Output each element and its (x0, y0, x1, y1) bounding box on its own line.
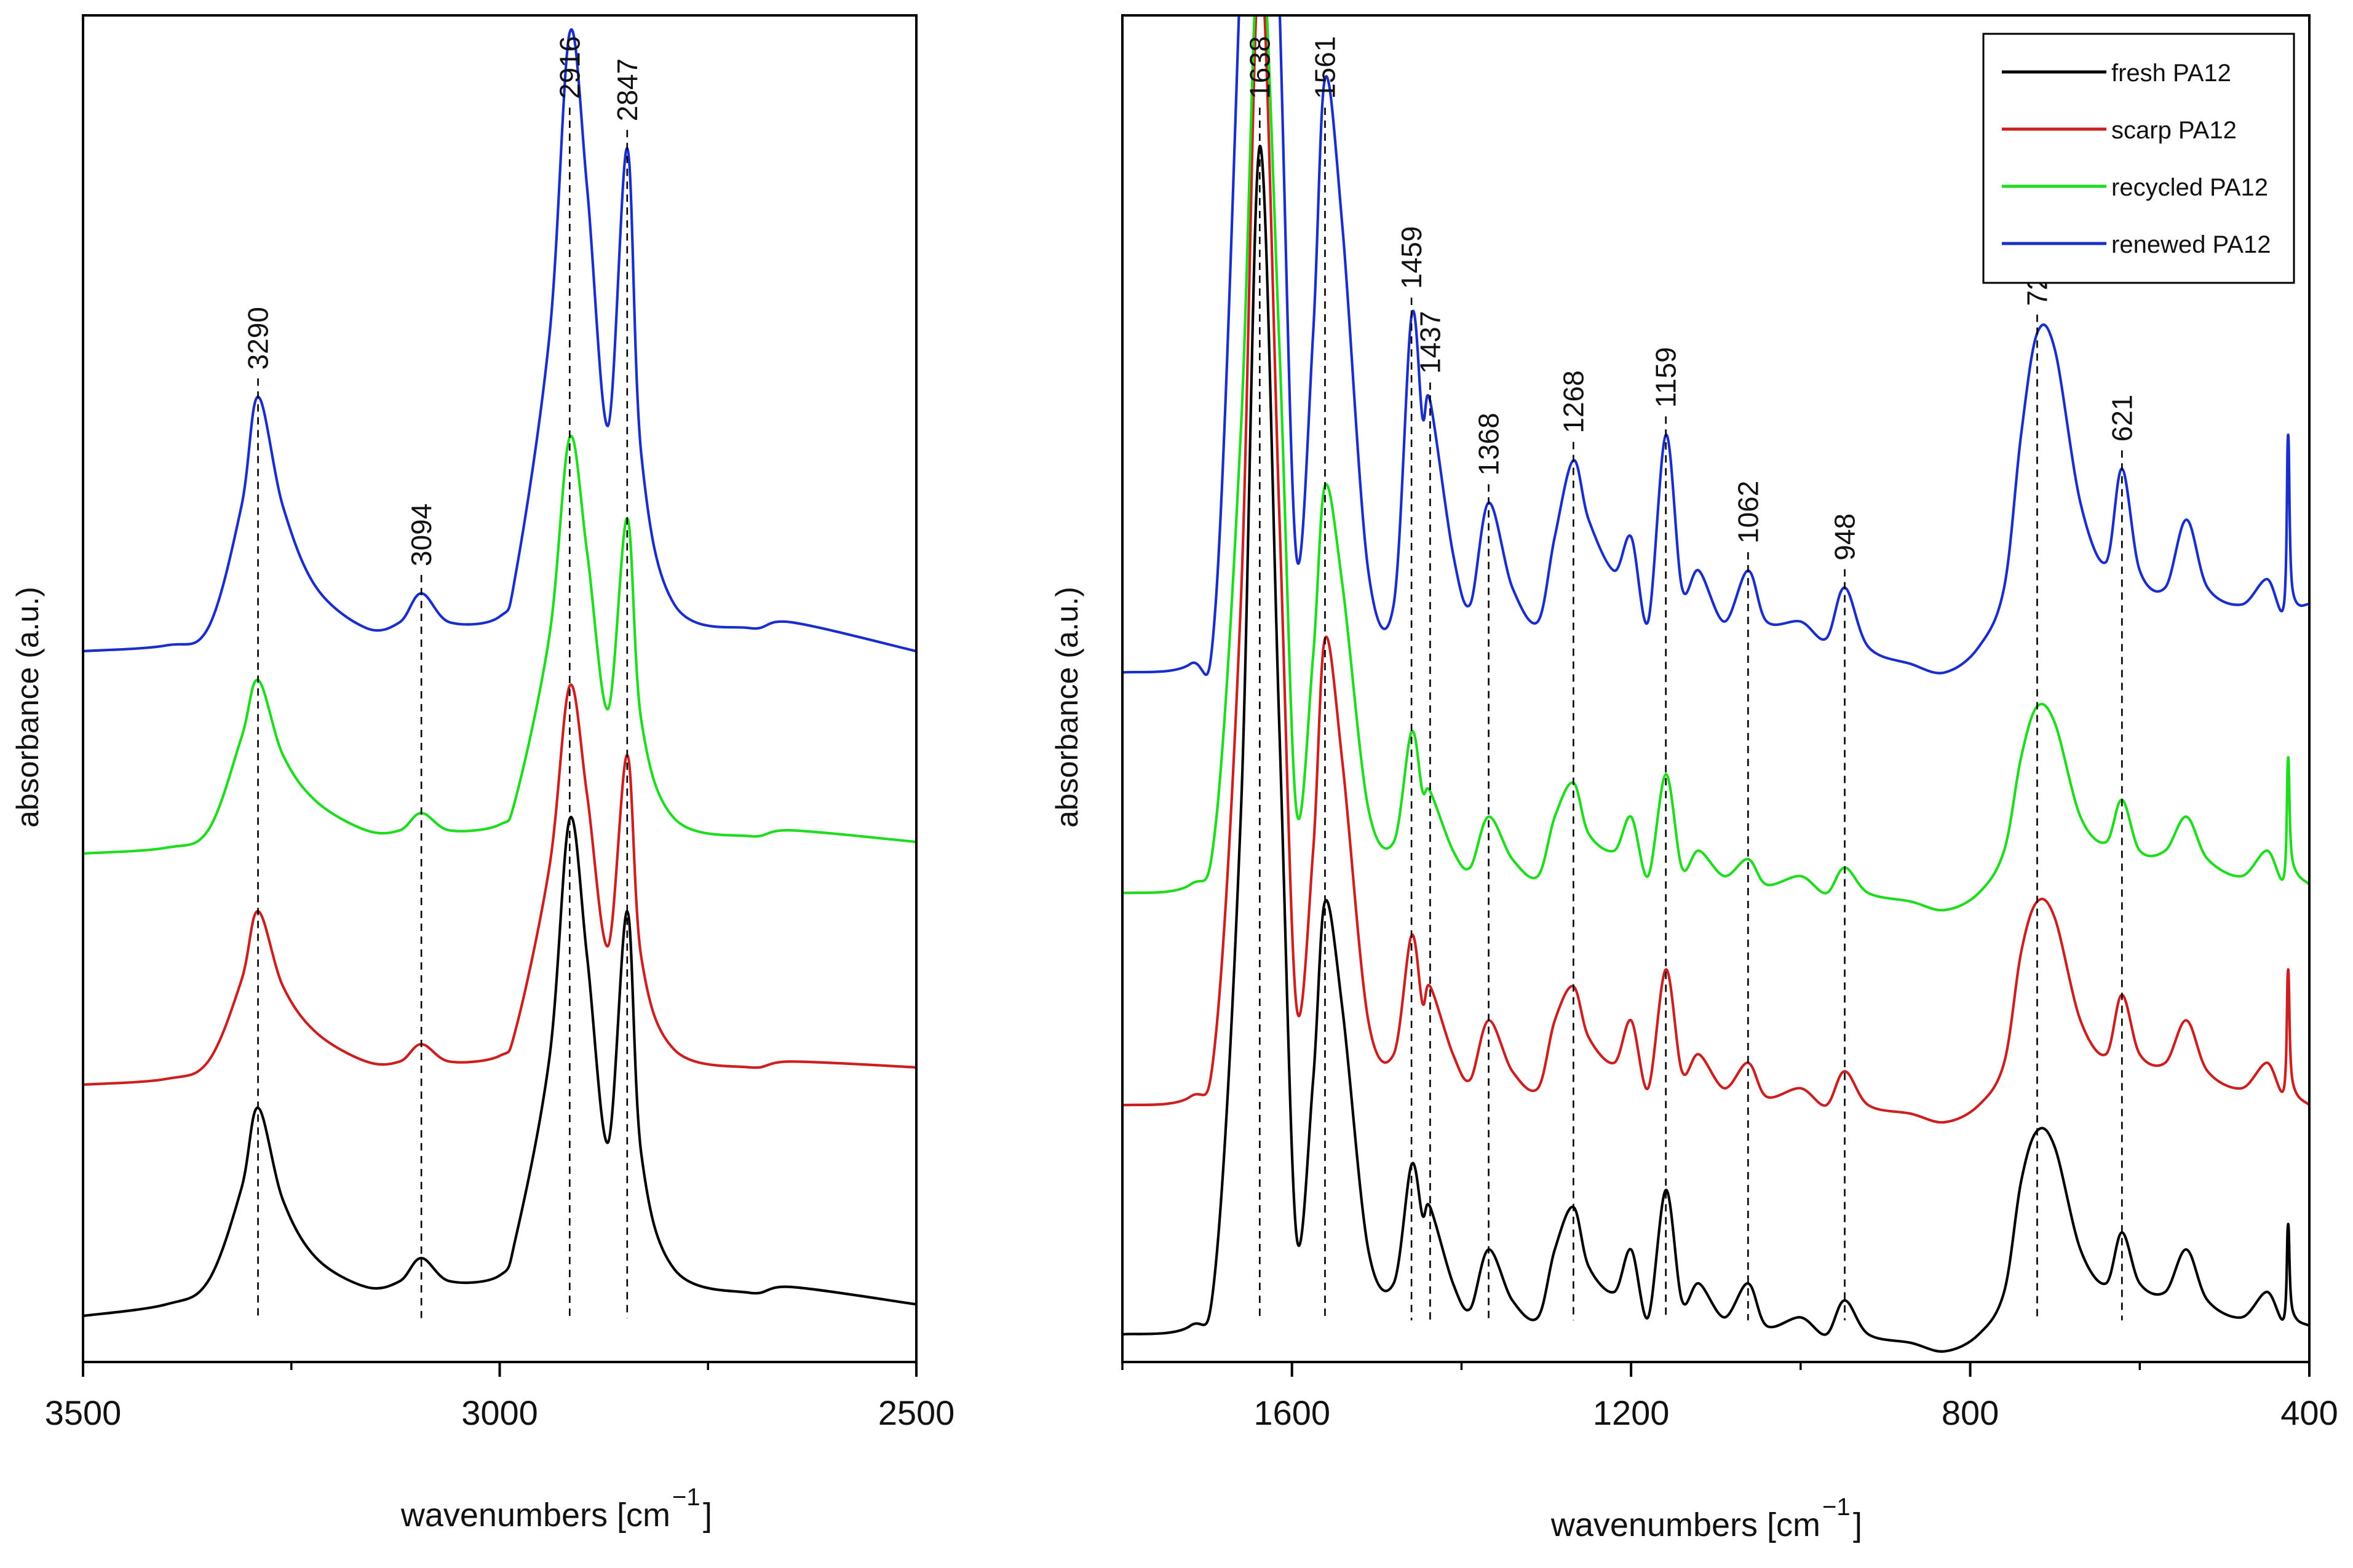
spectrum-line-scarp-pa12 (84, 683, 915, 1086)
legend-label-scarp-pa12: scarp PA12 (2111, 117, 2237, 144)
right-x-axis-label-suffix: ] (1853, 1507, 1862, 1543)
right-x-axis-label-exponent: −1 (1822, 1494, 1851, 1521)
spectrum-line-renewed-pa12 (84, 28, 915, 652)
legend-label-recycled-pa12: recycled PA12 (2111, 174, 2268, 201)
peak-label-1638: 1638 (1244, 36, 1276, 99)
x-tick-label-2500: 2500 (878, 1393, 955, 1432)
spectrum-line-fresh-pa12 (84, 815, 915, 1317)
plot-frame-1 (1121, 14, 2311, 1363)
x-tick-label-3000: 3000 (461, 1393, 538, 1432)
right-spectrum-panel: absorbance (a.u.) wavenumbers [cm −1 ] 1… (1050, 14, 2338, 1543)
peak-label-3094: 3094 (405, 504, 437, 566)
left-spectrum-panel: absorbance (a.u.) wavenumbers [cm −1 ] 3… (10, 14, 955, 1534)
peak-label-1062: 1062 (1732, 481, 1764, 544)
spectrum-line-renewed-pa12 (1124, 17, 2308, 676)
peak-label-2916: 2916 (554, 36, 585, 99)
left-y-axis-label: absorbance (a.u.) (10, 587, 45, 828)
spectrum-line-recycled-pa12 (84, 434, 915, 855)
x-tick-label-3500: 3500 (45, 1393, 122, 1432)
peak-label-3290: 3290 (242, 307, 274, 370)
x-tick-label-800: 800 (1942, 1393, 1999, 1432)
left-x-axis-label: wavenumbers [cm (400, 1497, 670, 1534)
left-x-axis-label-suffix: ] (703, 1497, 712, 1534)
peak-label-1437: 1437 (1414, 311, 1446, 374)
peak-label-1459: 1459 (1395, 226, 1427, 289)
x-tick-label-400: 400 (2280, 1393, 2338, 1432)
spectrum-line-scarp-pa12 (1124, 17, 2308, 1124)
left-x-axis-label-exponent: −1 (672, 1484, 700, 1511)
peak-label-621: 621 (2106, 395, 2138, 442)
x-tick-label-1600: 1600 (1253, 1393, 1330, 1432)
peak-label-1368: 1368 (1473, 413, 1505, 475)
spectrum-line-recycled-pa12 (1124, 17, 2308, 912)
plot-frame-0 (82, 14, 918, 1363)
x-tick-label-1200: 1200 (1593, 1393, 1670, 1432)
peak-label-2847: 2847 (611, 58, 643, 121)
peak-label-1268: 1268 (1557, 370, 1589, 433)
legend-box (1982, 33, 2295, 284)
peak-label-948: 948 (1829, 513, 1861, 561)
peak-label-1561: 1561 (1309, 36, 1341, 99)
spectrum-line-fresh-pa12 (1124, 145, 2308, 1353)
legend-label-renewed-pa12: renewed PA12 (2111, 231, 2271, 258)
right-y-axis-label: absorbance (a.u.) (1050, 587, 1084, 828)
legend-label-fresh-pa12: fresh PA12 (2111, 60, 2231, 87)
peak-label-1159: 1159 (1650, 347, 1682, 408)
right-x-axis-label: wavenumbers [cm (1550, 1507, 1820, 1543)
